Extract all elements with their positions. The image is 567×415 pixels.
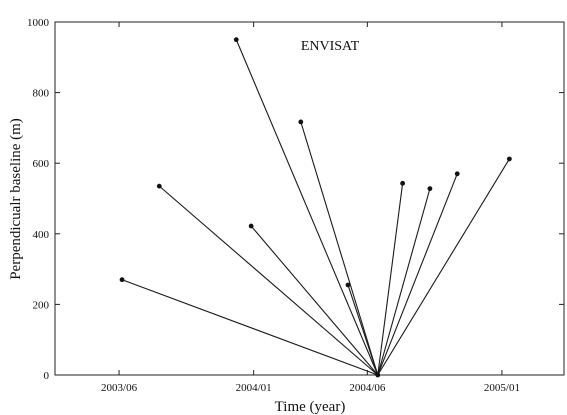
acquisition-points xyxy=(119,37,512,378)
x-tick-label: 2005/01 xyxy=(484,382,520,394)
chart-title: ENVISAT xyxy=(301,39,360,54)
y-tick-label: 800 xyxy=(33,88,50,100)
acquisition-point xyxy=(119,277,125,283)
x-tick-label: 2004/06 xyxy=(349,382,386,394)
acquisition-point xyxy=(156,183,162,189)
baseline-lines xyxy=(121,39,510,376)
y-tick-label: 600 xyxy=(33,158,50,170)
acquisition-point xyxy=(233,37,239,43)
baseline-line xyxy=(377,158,510,376)
acquisition-point xyxy=(400,180,406,186)
acquisition-point xyxy=(298,119,304,125)
master-point xyxy=(375,372,381,378)
y-axis-ticks: 0 200 400 600 800 1000 xyxy=(27,17,564,382)
acquisition-point xyxy=(427,186,433,192)
acquisition-point xyxy=(454,171,460,177)
y-tick-label: 200 xyxy=(33,299,50,311)
y-tick-label: 1000 xyxy=(27,17,50,29)
acquisition-point xyxy=(248,223,254,229)
x-axis-ticks: 2003/06 2004/01 2004/06 2005/01 xyxy=(101,22,520,394)
baseline-line xyxy=(377,183,404,376)
baseline-line xyxy=(235,39,379,376)
baseline-line xyxy=(347,284,379,376)
x-tick-label: 2004/01 xyxy=(236,382,272,394)
baseline-line xyxy=(377,173,458,376)
x-axis-label: Time (year) xyxy=(275,399,346,415)
y-axis-label: Perpendicualr baseline (m) xyxy=(8,118,24,280)
baseline-line xyxy=(121,279,378,376)
x-tick-label: 2003/06 xyxy=(101,382,138,394)
acquisition-point xyxy=(506,156,512,162)
baseline-line xyxy=(250,225,379,376)
acquisition-point xyxy=(345,282,351,288)
y-tick-label: 400 xyxy=(33,229,50,241)
y-tick-label: 0 xyxy=(44,370,50,382)
baseline-line xyxy=(158,185,379,376)
baseline-line xyxy=(377,188,431,376)
baseline-line xyxy=(300,121,379,376)
plot-frame xyxy=(54,21,565,376)
